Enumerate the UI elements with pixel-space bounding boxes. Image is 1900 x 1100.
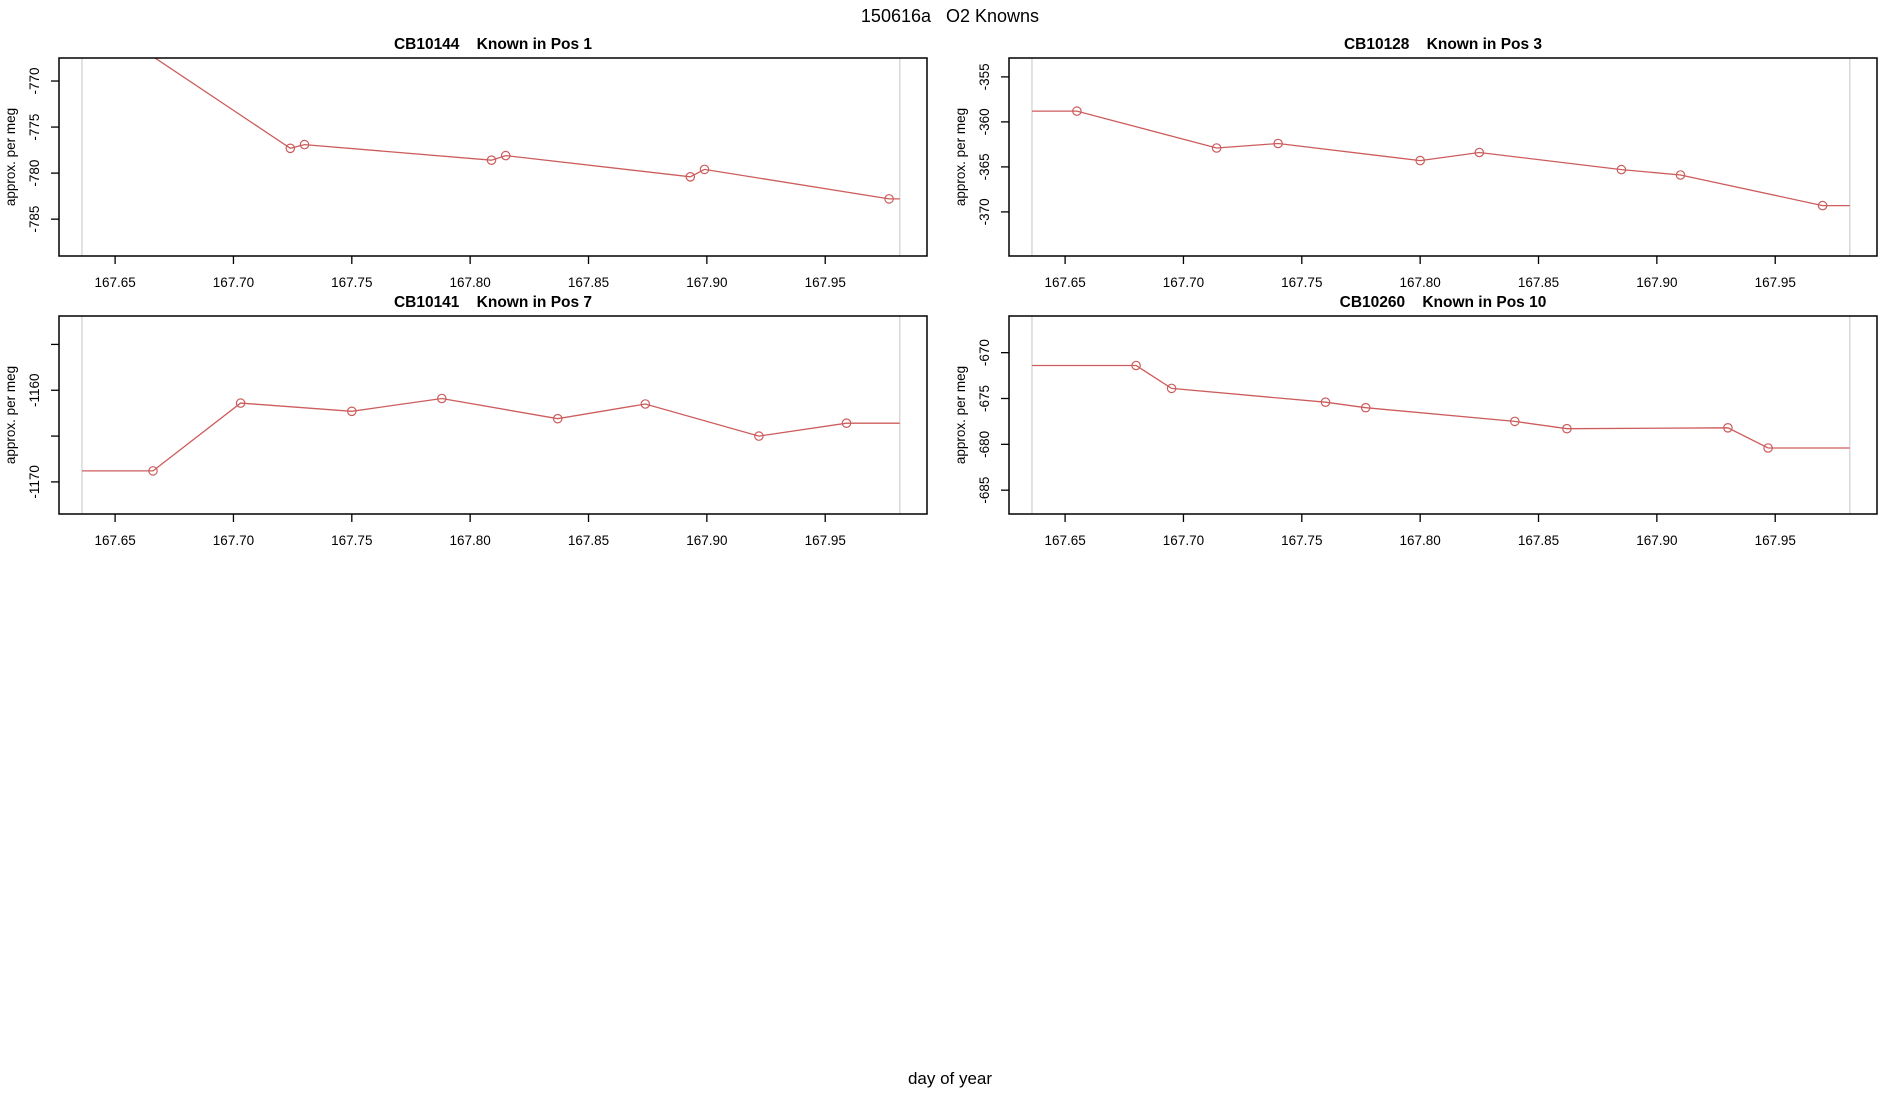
data-point-marker: [285, 143, 296, 154]
x-tick-label: 167.65: [1044, 533, 1085, 548]
data-point-marker: [346, 406, 357, 417]
x-tick-label: 167.75: [1281, 275, 1322, 290]
x-tick-label: 167.90: [686, 275, 727, 290]
data-point-marker: [1817, 200, 1828, 211]
x-tick-label: 167.95: [1755, 533, 1796, 548]
data-point-marker: [1273, 138, 1283, 149]
data-point-marker: [148, 466, 158, 476]
y-tick-label: -355: [977, 63, 992, 90]
x-tick-label: 167.65: [94, 275, 135, 290]
y-axis-label: approx. per meg: [953, 366, 968, 464]
x-tick-label: 167.70: [1163, 275, 1204, 290]
series-line-CB10260: [1032, 364, 1850, 449]
y-tick-label: -360: [977, 108, 992, 135]
data-point-marker: [1723, 422, 1733, 433]
x-tick-label: 167.70: [1163, 533, 1204, 548]
data-point-marker: [486, 155, 497, 165]
x-tick-label: 167.75: [331, 533, 372, 548]
x-tick-label: 167.65: [1044, 275, 1085, 290]
x-tick-label: 167.90: [686, 533, 727, 548]
y-tick-label: -770: [27, 68, 42, 95]
x-tick-label: 167.85: [1518, 275, 1559, 290]
data-point-marker: [1320, 397, 1331, 407]
panel-title-CB10128: CB10128 Known in Pos 3: [1344, 36, 1542, 53]
panel-title-CB10260: CB10260 Known in Pos 10: [1340, 294, 1547, 311]
panel-title-CB10141: CB10141 Known in Pos 7: [394, 294, 592, 311]
y-tick-label: -1160: [27, 373, 42, 407]
x-tick-label: 167.80: [1400, 533, 1441, 548]
panel-title-CB10144: CB10144 Known in Pos 1: [394, 36, 592, 53]
y-tick-label: -670: [977, 339, 992, 366]
x-tick-label: 167.85: [1518, 533, 1559, 548]
data-point-marker: [1616, 164, 1627, 175]
y-tick-label: -370: [977, 198, 992, 225]
data-point-marker: [1072, 106, 1082, 116]
data-point-marker: [841, 418, 852, 428]
x-tick-label: 167.90: [1636, 275, 1677, 290]
y-tick-label: -785: [27, 206, 42, 233]
y-tick-label: -780: [27, 160, 42, 187]
data-point-marker: [1763, 443, 1773, 453]
x-tick-label: 167.65: [94, 533, 135, 548]
data-point-marker: [1211, 143, 1222, 153]
data-point-marker: [235, 398, 246, 408]
x-tick-label: 167.95: [1755, 275, 1796, 290]
x-tick-label: 167.95: [805, 275, 846, 290]
x-tick-label: 167.75: [331, 275, 372, 290]
y-tick-label: -775: [27, 114, 42, 141]
series-line-CB10128: [1032, 110, 1850, 207]
x-tick-label: 167.80: [450, 275, 491, 290]
data-point-marker: [685, 172, 696, 182]
data-point-marker: [1675, 170, 1686, 180]
series-line-CB10141: [82, 397, 900, 472]
plot-border-CB10260: [1008, 315, 1878, 515]
data-point-marker: [1166, 383, 1177, 394]
data-point-marker: [699, 164, 710, 175]
plot-border-CB10128: [1008, 57, 1878, 257]
x-axis-outer-label: day of year: [907, 1069, 993, 1088]
x-tick-label: 167.80: [450, 533, 491, 548]
y-axis-label: approx. per meg: [3, 366, 18, 464]
y-tick-label: -365: [977, 153, 992, 180]
data-point-marker: [1415, 155, 1425, 166]
plot-border-CB10144: [58, 57, 928, 257]
x-tick-label: 167.85: [568, 533, 609, 548]
data-point-marker: [436, 393, 447, 404]
x-tick-label: 167.80: [1400, 275, 1441, 290]
y-tick-label: -680: [977, 431, 992, 458]
x-tick-label: 167.70: [213, 275, 254, 290]
y-tick-label: -675: [977, 385, 992, 412]
series-line-CB10144: [153, 58, 900, 200]
data-point-marker: [1474, 147, 1485, 158]
plot-border-CB10141: [58, 315, 928, 515]
main-title: 150616a O2 Knowns: [860, 6, 1040, 26]
data-point-marker: [754, 431, 764, 441]
data-point-marker: [1510, 416, 1520, 427]
x-tick-label: 167.90: [1636, 533, 1677, 548]
data-point-marker: [640, 399, 651, 409]
data-point-marker: [500, 150, 511, 161]
y-axis-label: approx. per meg: [953, 108, 968, 206]
data-point-marker: [1360, 402, 1371, 413]
y-tick-label: -1170: [27, 465, 42, 499]
x-tick-label: 167.85: [568, 275, 609, 290]
data-point-marker: [1562, 423, 1572, 434]
data-point-marker: [299, 139, 310, 150]
data-point-marker: [884, 194, 894, 204]
data-point-marker: [552, 413, 563, 424]
x-tick-label: 167.70: [213, 533, 254, 548]
x-tick-label: 167.95: [805, 533, 846, 548]
x-tick-label: 167.75: [1281, 533, 1322, 548]
y-axis-label: approx. per meg: [3, 108, 18, 206]
data-point-marker: [1131, 360, 1141, 371]
y-tick-label: -685: [977, 477, 992, 504]
